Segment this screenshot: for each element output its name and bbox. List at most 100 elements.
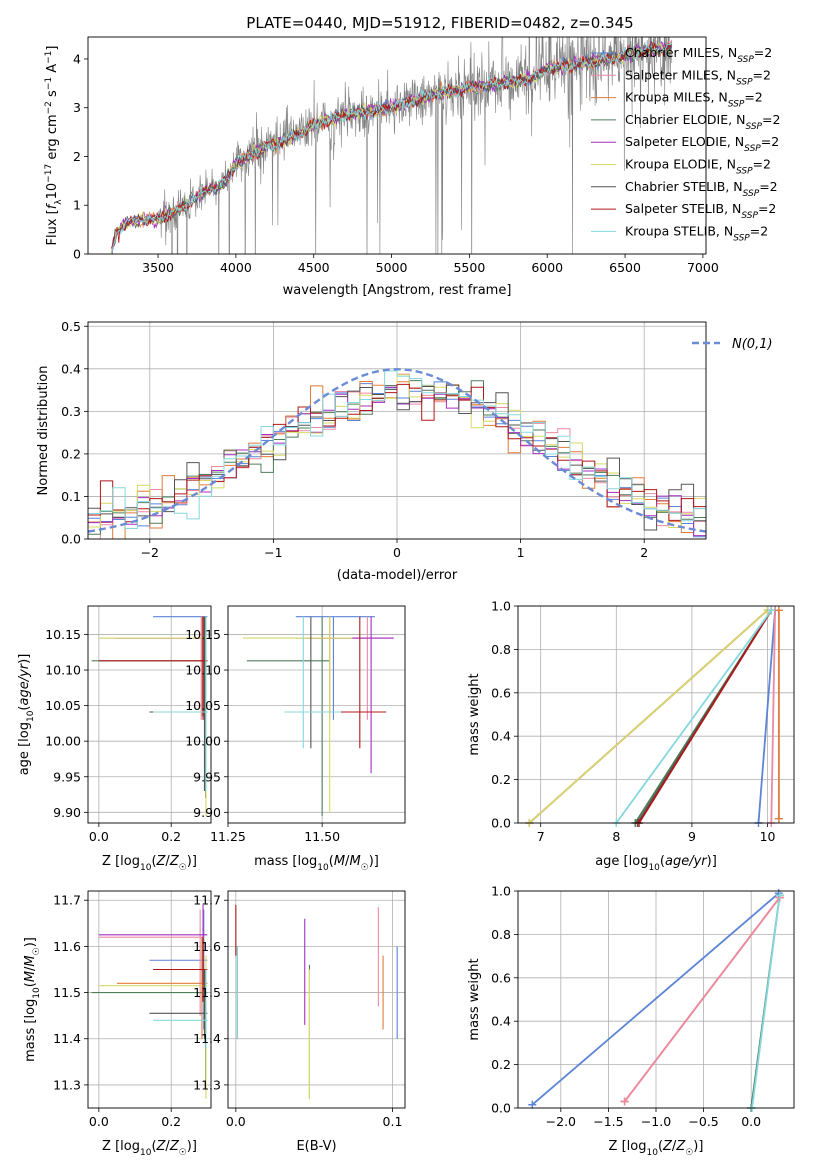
x-tick-label: 11.25: [210, 829, 246, 844]
spectrum-model-line: [111, 40, 672, 249]
y-tick-label: 9.90: [53, 805, 81, 820]
x-tick-label: 0.0: [741, 1114, 761, 1129]
y-tick-label: 1.0: [491, 599, 511, 614]
x-tick-label: 11.50: [304, 829, 340, 844]
spectrum-model-line: [111, 42, 673, 254]
y-tick-label: 10.15: [45, 627, 81, 642]
y-tick-label: 0.0: [491, 1101, 511, 1116]
y-tick-label: 0.4: [61, 361, 81, 376]
residual-histogram: [88, 383, 706, 523]
residual-y-label: Normed distribution: [36, 366, 51, 496]
legend-label: Kroupa STELIB, NSSP=2: [625, 223, 768, 243]
residual-panel: −2 −1 0 1 2 0.0 0.1 0.2 0.3 0.4 0.5 (data-model)/er…: [36, 319, 773, 583]
plot-area: [111, 37, 673, 254]
age-z-panel: 0.0 0.2 9.90 9.95 10.00 10.05 10.10 10.15 Z [log…: [17, 605, 212, 873]
y-tick-label: 0.0: [491, 816, 511, 831]
plot-area: [531, 892, 781, 1108]
cumulative-line: [615, 609, 773, 823]
mass-ebv-panel: 0.0 0.1 11.3 11.4 11.5 11.6 11.7 E(B-V): [193, 890, 406, 1154]
axes-frame: [87, 605, 212, 824]
y-tick-label: 10.05: [185, 698, 221, 713]
spectrum-model-line: [111, 40, 673, 254]
x-tick-label: 0: [393, 545, 401, 560]
y-tick-label: 1.0: [491, 884, 511, 899]
spectrum-model-line: [111, 42, 672, 254]
y-tick-label: 0.4: [491, 1014, 511, 1029]
cumulative-Z-x-label: Z [log10(Z/Z☉)]: [609, 1139, 704, 1158]
plot-area: [235, 904, 398, 1099]
residual-legend: N(0,1): [692, 337, 773, 352]
x-tick-label: 2: [640, 545, 648, 560]
x-tick-label: −1.0: [641, 1114, 671, 1129]
age-vs-Z-y-label: age [log10(age/yr)]: [17, 654, 36, 776]
cumulative-line: [623, 896, 781, 1103]
y-tick-label: 11.4: [193, 1031, 221, 1046]
x-tick-label: −0.5: [688, 1114, 718, 1129]
y-tick-label: 0.2: [491, 772, 511, 787]
y-tick-label: 10.00: [45, 734, 81, 749]
svg-text:Flux [fλ10−17 erg cm−2 s−1 A−1: Flux [fλ10−17 erg cm−2 s−1 A−1]: [44, 46, 64, 246]
legend-label: Salpeter STELIB, NSSP=2: [625, 201, 776, 221]
x-tick-label: 1: [517, 545, 525, 560]
x-tick-label: 9: [688, 829, 696, 844]
y-tick-label: 0.2: [61, 446, 81, 461]
y-tick-label: 4: [73, 51, 81, 66]
axes-frame: [517, 890, 795, 1109]
residual-histogram: [88, 370, 706, 529]
cumulative-line: [751, 895, 781, 1108]
legend-label: Chabrier MILES, NSSP=2: [625, 45, 772, 65]
plot-area: [243, 616, 394, 816]
x-tick-label: 4000: [220, 260, 252, 275]
y-tick-label: 10.10: [45, 663, 81, 678]
spectrum-model-line: [111, 39, 673, 249]
y-tick-label: 0: [73, 247, 81, 262]
y-tick-label: 11.3: [53, 1077, 81, 1092]
x-tick-label: 0.0: [89, 1114, 109, 1129]
x-tick-label: 0.0: [89, 829, 109, 844]
x-tick-label: 5000: [376, 260, 408, 275]
y-tick-label: 10.15: [185, 627, 221, 642]
axes-frame: [87, 890, 212, 1109]
spectrum-model-line: [111, 42, 672, 254]
spectrum-y-label: Flux [fλ10−17 erg cm−2 s−1 A−1]: [44, 46, 64, 246]
cumulative-marker: [767, 606, 776, 615]
y-tick-label: 2: [73, 149, 81, 164]
svg-text:mass [log10(M/M☉)]: mass [log10(M/M☉)]: [23, 937, 42, 1062]
mass-vs-Z-x-label: Z [log10(Z/Z☉)]: [102, 1139, 197, 1158]
y-tick-label: 11.5: [53, 985, 81, 1000]
x-tick-label: −2.0: [546, 1114, 576, 1129]
cumulative-age-x-label: age [log10(age/yr)]: [595, 854, 717, 873]
y-tick-label: 0.2: [491, 1057, 511, 1072]
y-tick-label: 0.3: [61, 404, 81, 419]
x-tick-label: 6500: [609, 260, 641, 275]
cumulative-line: [757, 610, 776, 823]
cumulative-age-panel: 7 8 9 10 0.0 0.2 0.4 0.6 0.8 1.0 age [log10(age/yr…: [467, 599, 795, 873]
cumulative-marker: [774, 606, 783, 615]
cumulative-line: [770, 610, 776, 823]
cumulative-Z-y-label: mass weight: [467, 958, 482, 1040]
y-tick-label: 11.7: [53, 893, 81, 908]
y-tick-label: 0.6: [491, 970, 511, 985]
spectrum-model-line: [111, 40, 673, 254]
y-tick-label: 0.4: [491, 729, 511, 744]
x-tick-label: −1.5: [593, 1114, 623, 1129]
axes-frame: [87, 36, 707, 255]
y-tick-label: 0.5: [61, 319, 81, 334]
spectrum-x-label: wavelength [Angstrom, rest frame]: [283, 283, 512, 298]
y-tick-label: 9.95: [53, 769, 81, 784]
legend-label: Salpeter MILES, NSSP=2: [625, 67, 771, 87]
x-tick-label: 0.2: [161, 1114, 181, 1129]
cumulative-z-panel: −2.0 −1.5 −1.0 −0.5 0.0 0.0 0.2 0.4 0.6 0.8 1.0 Z […: [467, 884, 795, 1158]
x-tick-label: −1: [264, 545, 282, 560]
residual-x-label: (data-model)/error: [337, 568, 458, 583]
y-tick-label: 0.8: [491, 642, 511, 657]
x-tick-label: 0.2: [161, 829, 181, 844]
y-tick-label: 11.7: [193, 893, 221, 908]
svg-text:Z [log10(Z/Z☉)]: Z [log10(Z/Z☉)]: [102, 1139, 197, 1158]
y-tick-label: 11.4: [53, 1031, 81, 1046]
cumulative-marker: [620, 1097, 629, 1106]
age-vs-Z-x-label: Z [log10(Z/Z☉)]: [102, 854, 197, 873]
y-tick-label: 0.8: [491, 927, 511, 942]
spectrum-panel: 3500 4000 4500 5000 5500 6000 6500 7000 0 1 2 3 4 wav…: [44, 36, 780, 298]
